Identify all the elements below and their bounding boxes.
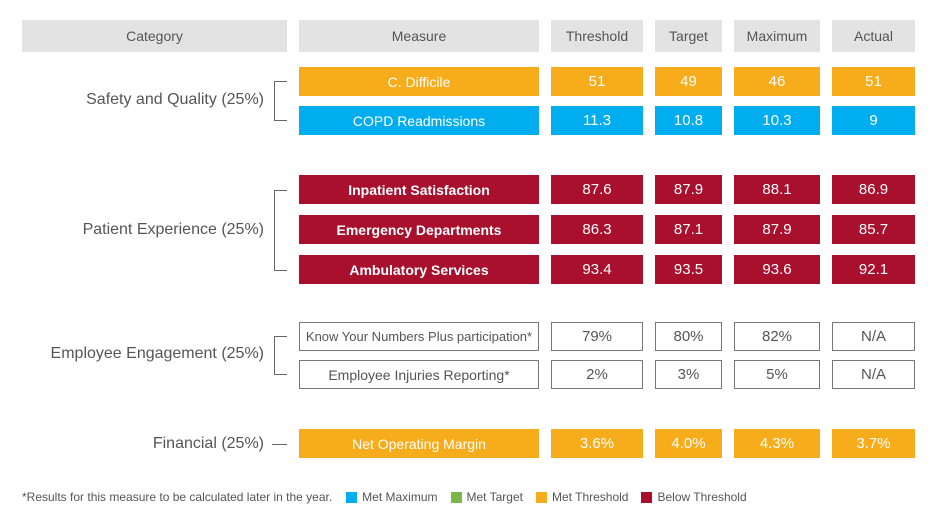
target-cell: 87.1 [655,215,722,244]
legend-label: Met Target [466,490,523,504]
measure-cell: Ambulatory Services [299,255,539,284]
maximum-cell: 10.3 [734,106,820,135]
measure-cell: Inpatient Satisfaction [299,175,539,204]
measure-cell: Emergency Departments [299,215,539,244]
legend-item-met-target: Met Target [450,490,523,504]
category-connector [272,444,287,445]
target-cell: 87.9 [655,175,722,204]
legend-item-met-threshold: Met Threshold [536,490,628,504]
actual-cell: N/A [832,322,915,351]
legend-label: Below Threshold [657,490,747,504]
actual-cell: 92.1 [832,255,915,284]
target-cell: 49 [655,67,722,96]
legend-swatch [536,491,547,503]
actual-cell: 85.7 [832,215,915,244]
maximum-cell: 88.1 [734,175,820,204]
legend-label: Met Threshold [552,490,629,504]
maximum-cell: 46 [734,67,820,96]
measure-cell: COPD Readmissions [299,106,539,135]
actual-cell: 51 [832,67,915,96]
maximum-cell: 87.9 [734,215,820,244]
legend-swatch [346,491,358,503]
category-bracket [274,81,287,121]
actual-cell: 9 [832,106,915,135]
measure-cell: Employee Injuries Reporting* [299,360,539,389]
category-bracket [274,190,287,271]
threshold-cell: 93.4 [551,255,643,284]
measure-cell: Net Operating Margin [299,429,539,458]
maximum-cell: 93.6 [734,255,820,284]
legend-swatch [450,491,462,503]
target-cell: 3% [655,360,722,389]
header-threshold: Threshold [551,20,643,52]
measure-cell: Know Your Numbers Plus participation* [299,322,539,351]
legend-label: Met Maximum [362,490,438,504]
header-measure: Measure [299,20,539,52]
category-financial: Financial (25%) [152,435,264,452]
category-employee-engagement: Employee Engagement (25%) [50,345,264,362]
actual-cell: 3.7% [832,429,915,458]
header-actual: Actual [832,20,915,52]
target-cell: 10.8 [655,106,722,135]
threshold-cell: 11.3 [551,106,643,135]
target-cell: 4.0% [655,429,722,458]
actual-cell: 86.9 [832,175,915,204]
header-category: Category [22,20,287,52]
threshold-cell: 86.3 [551,215,643,244]
legend: *Results for this measure to be calculat… [22,488,760,506]
category-bracket [274,336,287,375]
threshold-cell: 3.6% [551,429,643,458]
category-patient-experience: Patient Experience (25%) [82,221,264,238]
actual-cell: N/A [832,360,915,389]
threshold-cell: 87.6 [551,175,643,204]
threshold-cell: 79% [551,322,643,351]
legend-item-met-maximum: Met Maximum [346,490,438,504]
footnote: *Results for this measure to be calculat… [22,490,333,504]
measure-cell: C. Difficile [299,67,539,96]
maximum-cell: 82% [734,322,820,351]
threshold-cell: 51 [551,67,643,96]
target-cell: 93.5 [655,255,722,284]
legend-item-below-threshold: Below Threshold [641,490,747,504]
target-cell: 80% [655,322,722,351]
header-maximum: Maximum [734,20,820,52]
threshold-cell: 2% [551,360,643,389]
category-safety-quality: Safety and Quality (25%) [86,91,264,108]
maximum-cell: 5% [734,360,820,389]
maximum-cell: 4.3% [734,429,820,458]
legend-swatch [641,491,653,503]
header-target: Target [655,20,722,52]
